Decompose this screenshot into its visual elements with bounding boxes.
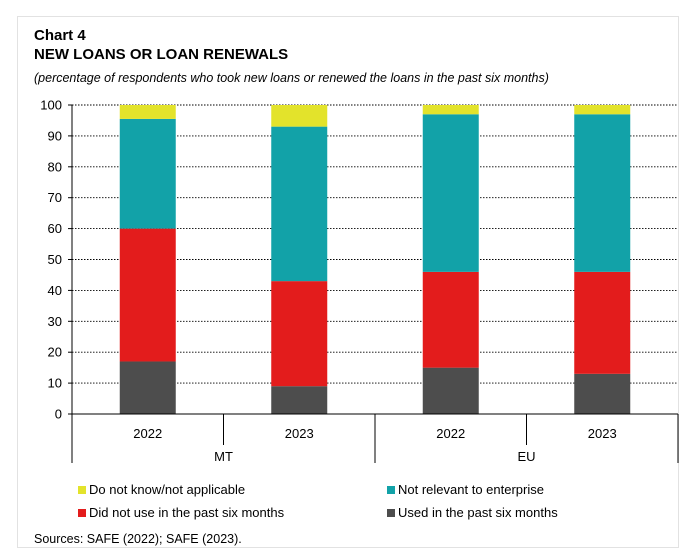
y-tick-label: 80	[48, 159, 62, 174]
x-category-label: 2022	[133, 426, 162, 441]
bar-segment	[574, 373, 631, 414]
bar-segment	[119, 105, 176, 119]
y-tick-label: 70	[48, 190, 62, 205]
y-tick-label: 100	[40, 98, 62, 113]
bar-segment	[422, 105, 479, 115]
y-tick-label: 90	[48, 128, 62, 143]
y-tick-label: 0	[55, 407, 62, 422]
bar-segment	[119, 361, 176, 414]
y-tick-label: 30	[48, 314, 62, 329]
bar-segment	[422, 367, 479, 414]
y-tick-label: 50	[48, 252, 62, 267]
legend-label-used: Used in the past six months	[398, 505, 558, 520]
x-category-label: 2023	[285, 426, 314, 441]
x-group-label: MT	[214, 449, 233, 464]
legend-swatch-dont-know	[78, 485, 86, 494]
y-tick-label: 20	[48, 345, 62, 360]
y-tick-label: 60	[48, 221, 62, 236]
y-tick-label: 40	[48, 283, 62, 298]
legend-item-used: Used in the past six months	[387, 505, 558, 520]
x-category-label: 2023	[588, 426, 617, 441]
bar-segment	[119, 228, 176, 362]
bar-segment	[271, 281, 328, 387]
bar-segment	[271, 105, 328, 127]
legend-label-not-relevant: Not relevant to enterprise	[398, 482, 544, 497]
bar-segment	[271, 386, 328, 414]
chart-title: NEW LOANS OR LOAN RENEWALS	[34, 46, 289, 63]
bar-segment	[271, 126, 328, 282]
x-category-label: 2022	[436, 426, 465, 441]
x-group-label: EU	[517, 449, 535, 464]
legend-item-dont-know: Do not know/not applicable	[78, 482, 245, 497]
legend-label-dont-know: Do not know/not applicable	[89, 482, 246, 497]
bar-segment	[119, 118, 176, 229]
legend-swatch-used	[387, 508, 395, 517]
bar-segment	[574, 114, 631, 272]
legend-item-not-relevant: Not relevant to enterprise	[387, 482, 544, 497]
bar-segment	[422, 271, 479, 368]
chart-subtitle: (percentage of respondents who took new …	[34, 71, 549, 85]
legend-swatch-not-relevant	[387, 485, 395, 494]
chart-number: Chart 4	[34, 27, 86, 44]
y-tick-label: 10	[48, 376, 62, 391]
legend-item-did-not-use: Did not use in the past six months	[78, 505, 284, 520]
legend-swatch-did-not-use	[78, 508, 86, 517]
bar-segment	[422, 114, 479, 272]
bar-segment	[574, 271, 631, 374]
source-note: Sources: SAFE (2022); SAFE (2023).	[34, 532, 242, 546]
legend-label-did-not-use: Did not use in the past six months	[89, 505, 285, 520]
bar-segment	[574, 105, 631, 115]
